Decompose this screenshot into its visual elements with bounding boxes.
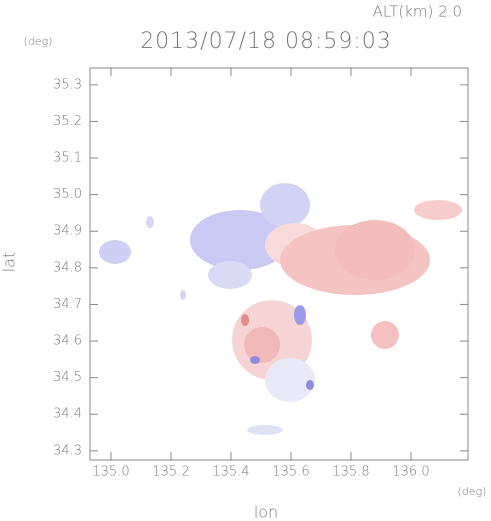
y-tick-label: 35.3 xyxy=(53,77,82,92)
chart-title: 2013/07/18 08:59:03 xyxy=(140,29,392,54)
y-tick-label: 35.2 xyxy=(53,114,82,129)
x-tick-label: 135.6 xyxy=(272,465,309,480)
x-axis-label: lon xyxy=(254,503,278,521)
y-tick-label: 35.1 xyxy=(53,151,82,166)
altitude-label: ALT(km) 2.0 xyxy=(373,3,462,21)
y-tick-label: 34.9 xyxy=(53,224,82,239)
x-tick-label: 135.4 xyxy=(212,465,249,480)
x-tick-label: 135.2 xyxy=(152,465,189,480)
y-axis-label: lat xyxy=(0,252,19,273)
y-tick-label: 34.6 xyxy=(53,334,82,349)
x-tick-label: 136.0 xyxy=(392,465,429,480)
x-unit: (deg) xyxy=(458,485,487,498)
x-tick-label: 135.8 xyxy=(332,465,369,480)
radar-field xyxy=(99,183,462,435)
y-tick-label: 34.4 xyxy=(53,407,82,422)
y-tick-label: 34.8 xyxy=(53,260,82,275)
y-tick-label: 35.0 xyxy=(53,187,82,202)
y-tick-label: 34.7 xyxy=(53,297,82,312)
y-tick-label: 34.5 xyxy=(53,370,82,385)
y-tick-label: 34.3 xyxy=(53,443,82,458)
plot-frame xyxy=(89,67,469,461)
x-tick-label: 135.0 xyxy=(92,465,129,480)
y-unit: (deg) xyxy=(24,35,53,48)
